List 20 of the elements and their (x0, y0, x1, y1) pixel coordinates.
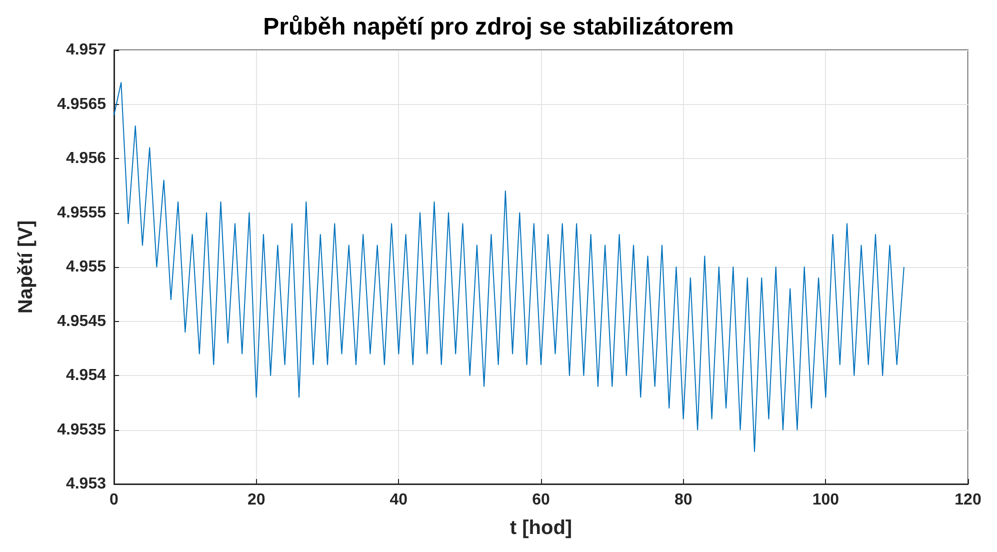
y-tick-label: 4.9535 (57, 421, 106, 438)
x-tick-label: 80 (674, 492, 692, 508)
y-tick-label: 4.9555 (57, 204, 106, 222)
y-tick-label: 4.954 (66, 367, 106, 384)
y-tick-label: 4.953 (66, 476, 106, 492)
line-series (114, 82, 904, 452)
y-tick-label: 4.955 (66, 258, 106, 276)
y-tick-label: 4.956 (66, 150, 106, 167)
y-tick-label: 4.9545 (57, 312, 106, 330)
x-tick-label: 120 (954, 492, 982, 508)
x-tick-label: 20 (247, 492, 266, 508)
y-tick-label: 4.9565 (57, 96, 106, 113)
x-axis-title: t [hod] (510, 517, 572, 539)
x-tick-label: 0 (110, 492, 119, 508)
x-tick-label: 100 (812, 492, 840, 508)
y-tick-label: 4.957 (66, 42, 106, 58)
chart-title: Průběh napětí pro zdroj se stabilizátorem (263, 14, 734, 40)
x-tick-label: 40 (390, 492, 408, 508)
y-axis-title: Napětí [V] (15, 220, 37, 314)
x-tick-label: 60 (532, 492, 550, 508)
